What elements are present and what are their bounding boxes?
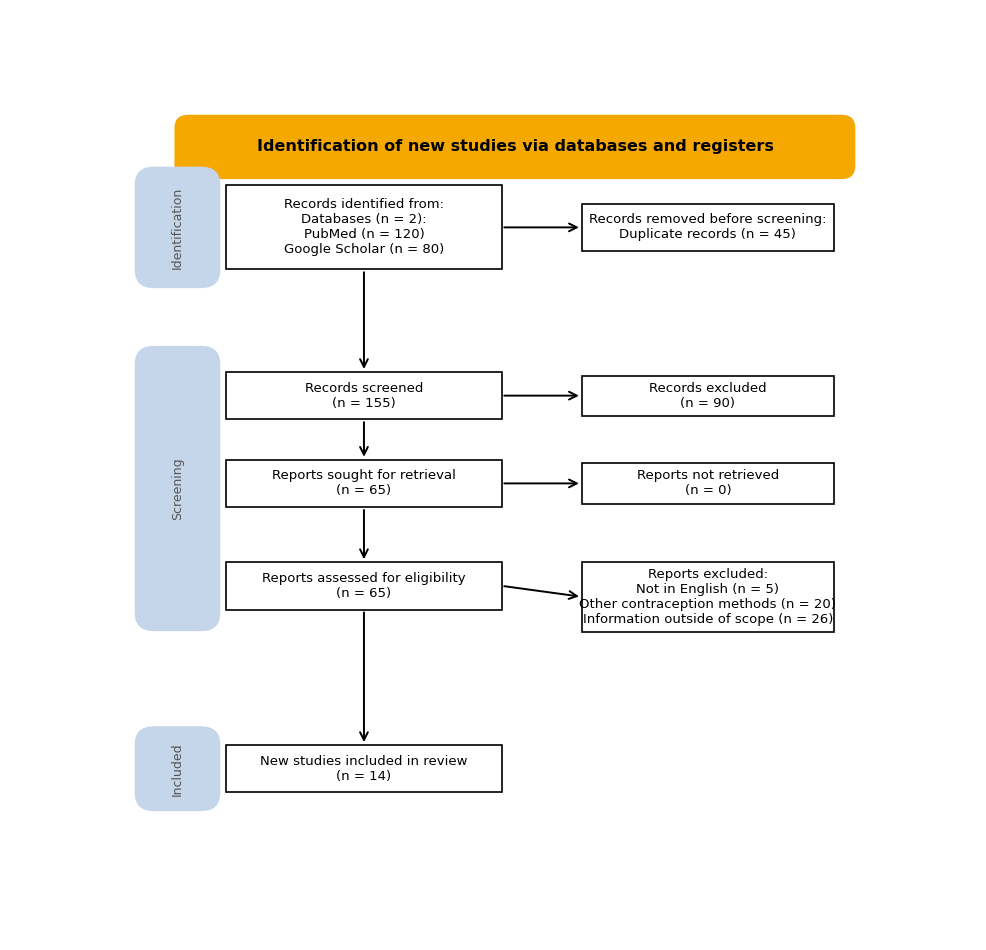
Text: Reports assessed for eligibility
(n = 65): Reports assessed for eligibility (n = 65… <box>262 572 465 599</box>
Text: Screening: Screening <box>171 457 184 520</box>
FancyBboxPatch shape <box>135 726 220 811</box>
Text: Identification: Identification <box>171 186 184 269</box>
Text: Identification of new studies via databases and registers: Identification of new studies via databa… <box>256 140 774 155</box>
FancyBboxPatch shape <box>135 346 220 631</box>
FancyBboxPatch shape <box>582 464 834 504</box>
Text: Reports excluded:
Not in English (n = 5)
Other contraception methods (n = 20)
In: Reports excluded: Not in English (n = 5)… <box>580 568 836 626</box>
FancyBboxPatch shape <box>227 460 502 507</box>
FancyBboxPatch shape <box>227 745 502 792</box>
Text: Records screened
(n = 155): Records screened (n = 155) <box>305 382 423 409</box>
FancyBboxPatch shape <box>175 115 855 180</box>
Text: Records removed before screening:
Duplicate records (n = 45): Records removed before screening: Duplic… <box>589 214 826 241</box>
FancyBboxPatch shape <box>582 375 834 416</box>
Text: Records excluded
(n = 90): Records excluded (n = 90) <box>649 382 767 409</box>
Text: Records identified from:
Databases (n = 2):
PubMed (n = 120)
Google Scholar (n =: Records identified from: Databases (n = … <box>284 199 444 256</box>
Text: Included: Included <box>171 742 184 795</box>
FancyBboxPatch shape <box>227 371 502 419</box>
FancyBboxPatch shape <box>582 562 834 632</box>
FancyBboxPatch shape <box>135 166 220 288</box>
FancyBboxPatch shape <box>227 562 502 610</box>
Text: Reports not retrieved
(n = 0): Reports not retrieved (n = 0) <box>637 469 779 498</box>
FancyBboxPatch shape <box>227 185 502 270</box>
Text: New studies included in review
(n = 14): New studies included in review (n = 14) <box>260 754 467 783</box>
FancyBboxPatch shape <box>582 203 834 251</box>
Text: Reports sought for retrieval
(n = 65): Reports sought for retrieval (n = 65) <box>272 469 456 498</box>
